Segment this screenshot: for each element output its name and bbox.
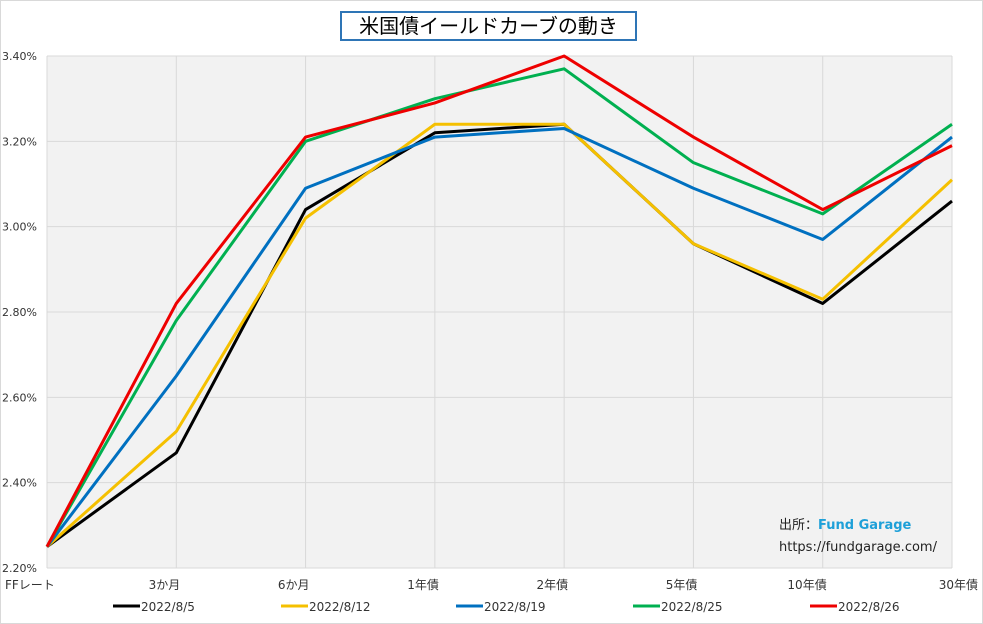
- x-tick-label: 30年債: [939, 577, 978, 592]
- source-brand: Fund Garage: [818, 518, 912, 533]
- x-tick-label: 2年債: [537, 577, 569, 592]
- source-url: https://fundgarage.com/: [779, 540, 937, 555]
- x-tick-label: FFレート: [5, 578, 55, 592]
- legend-label: 2022/8/26: [838, 600, 900, 614]
- y-tick-label: 2.20%: [2, 562, 37, 575]
- y-tick-label: 2.40%: [2, 477, 37, 490]
- series-line-2022/8/25: [45, 67, 953, 548]
- y-tick-label: 3.20%: [2, 135, 37, 148]
- y-tick-label: 2.60%: [2, 391, 37, 404]
- chart-title: 米国債イールドカーブの動き: [340, 11, 637, 41]
- source-label: 出所：: [779, 518, 819, 533]
- x-tick-label: 1年債: [407, 577, 439, 592]
- x-tick-label: 3か月: [149, 578, 181, 592]
- legend-label: 2022/8/25: [661, 600, 723, 614]
- legend-label: 2022/8/5: [141, 600, 195, 614]
- source-credit: 出所：Fund Garage: [779, 514, 911, 533]
- series-line-2022/8/26: [45, 54, 953, 548]
- series-line-2022/8/19: [45, 127, 953, 548]
- y-tick-label: 2.80%: [2, 306, 37, 319]
- x-tick-label: 10年債: [787, 577, 826, 592]
- y-tick-label: 3.40%: [2, 50, 37, 63]
- series-line-2022/8/12: [46, 122, 954, 548]
- legend-label: 2022/8/12: [309, 600, 371, 614]
- x-tick-label: 6か月: [278, 578, 310, 592]
- legend-label: 2022/8/19: [484, 600, 546, 614]
- x-tick-label: 5年債: [666, 577, 698, 592]
- series-line-2022/8/5: [46, 122, 953, 548]
- y-tick-label: 3.00%: [2, 221, 37, 234]
